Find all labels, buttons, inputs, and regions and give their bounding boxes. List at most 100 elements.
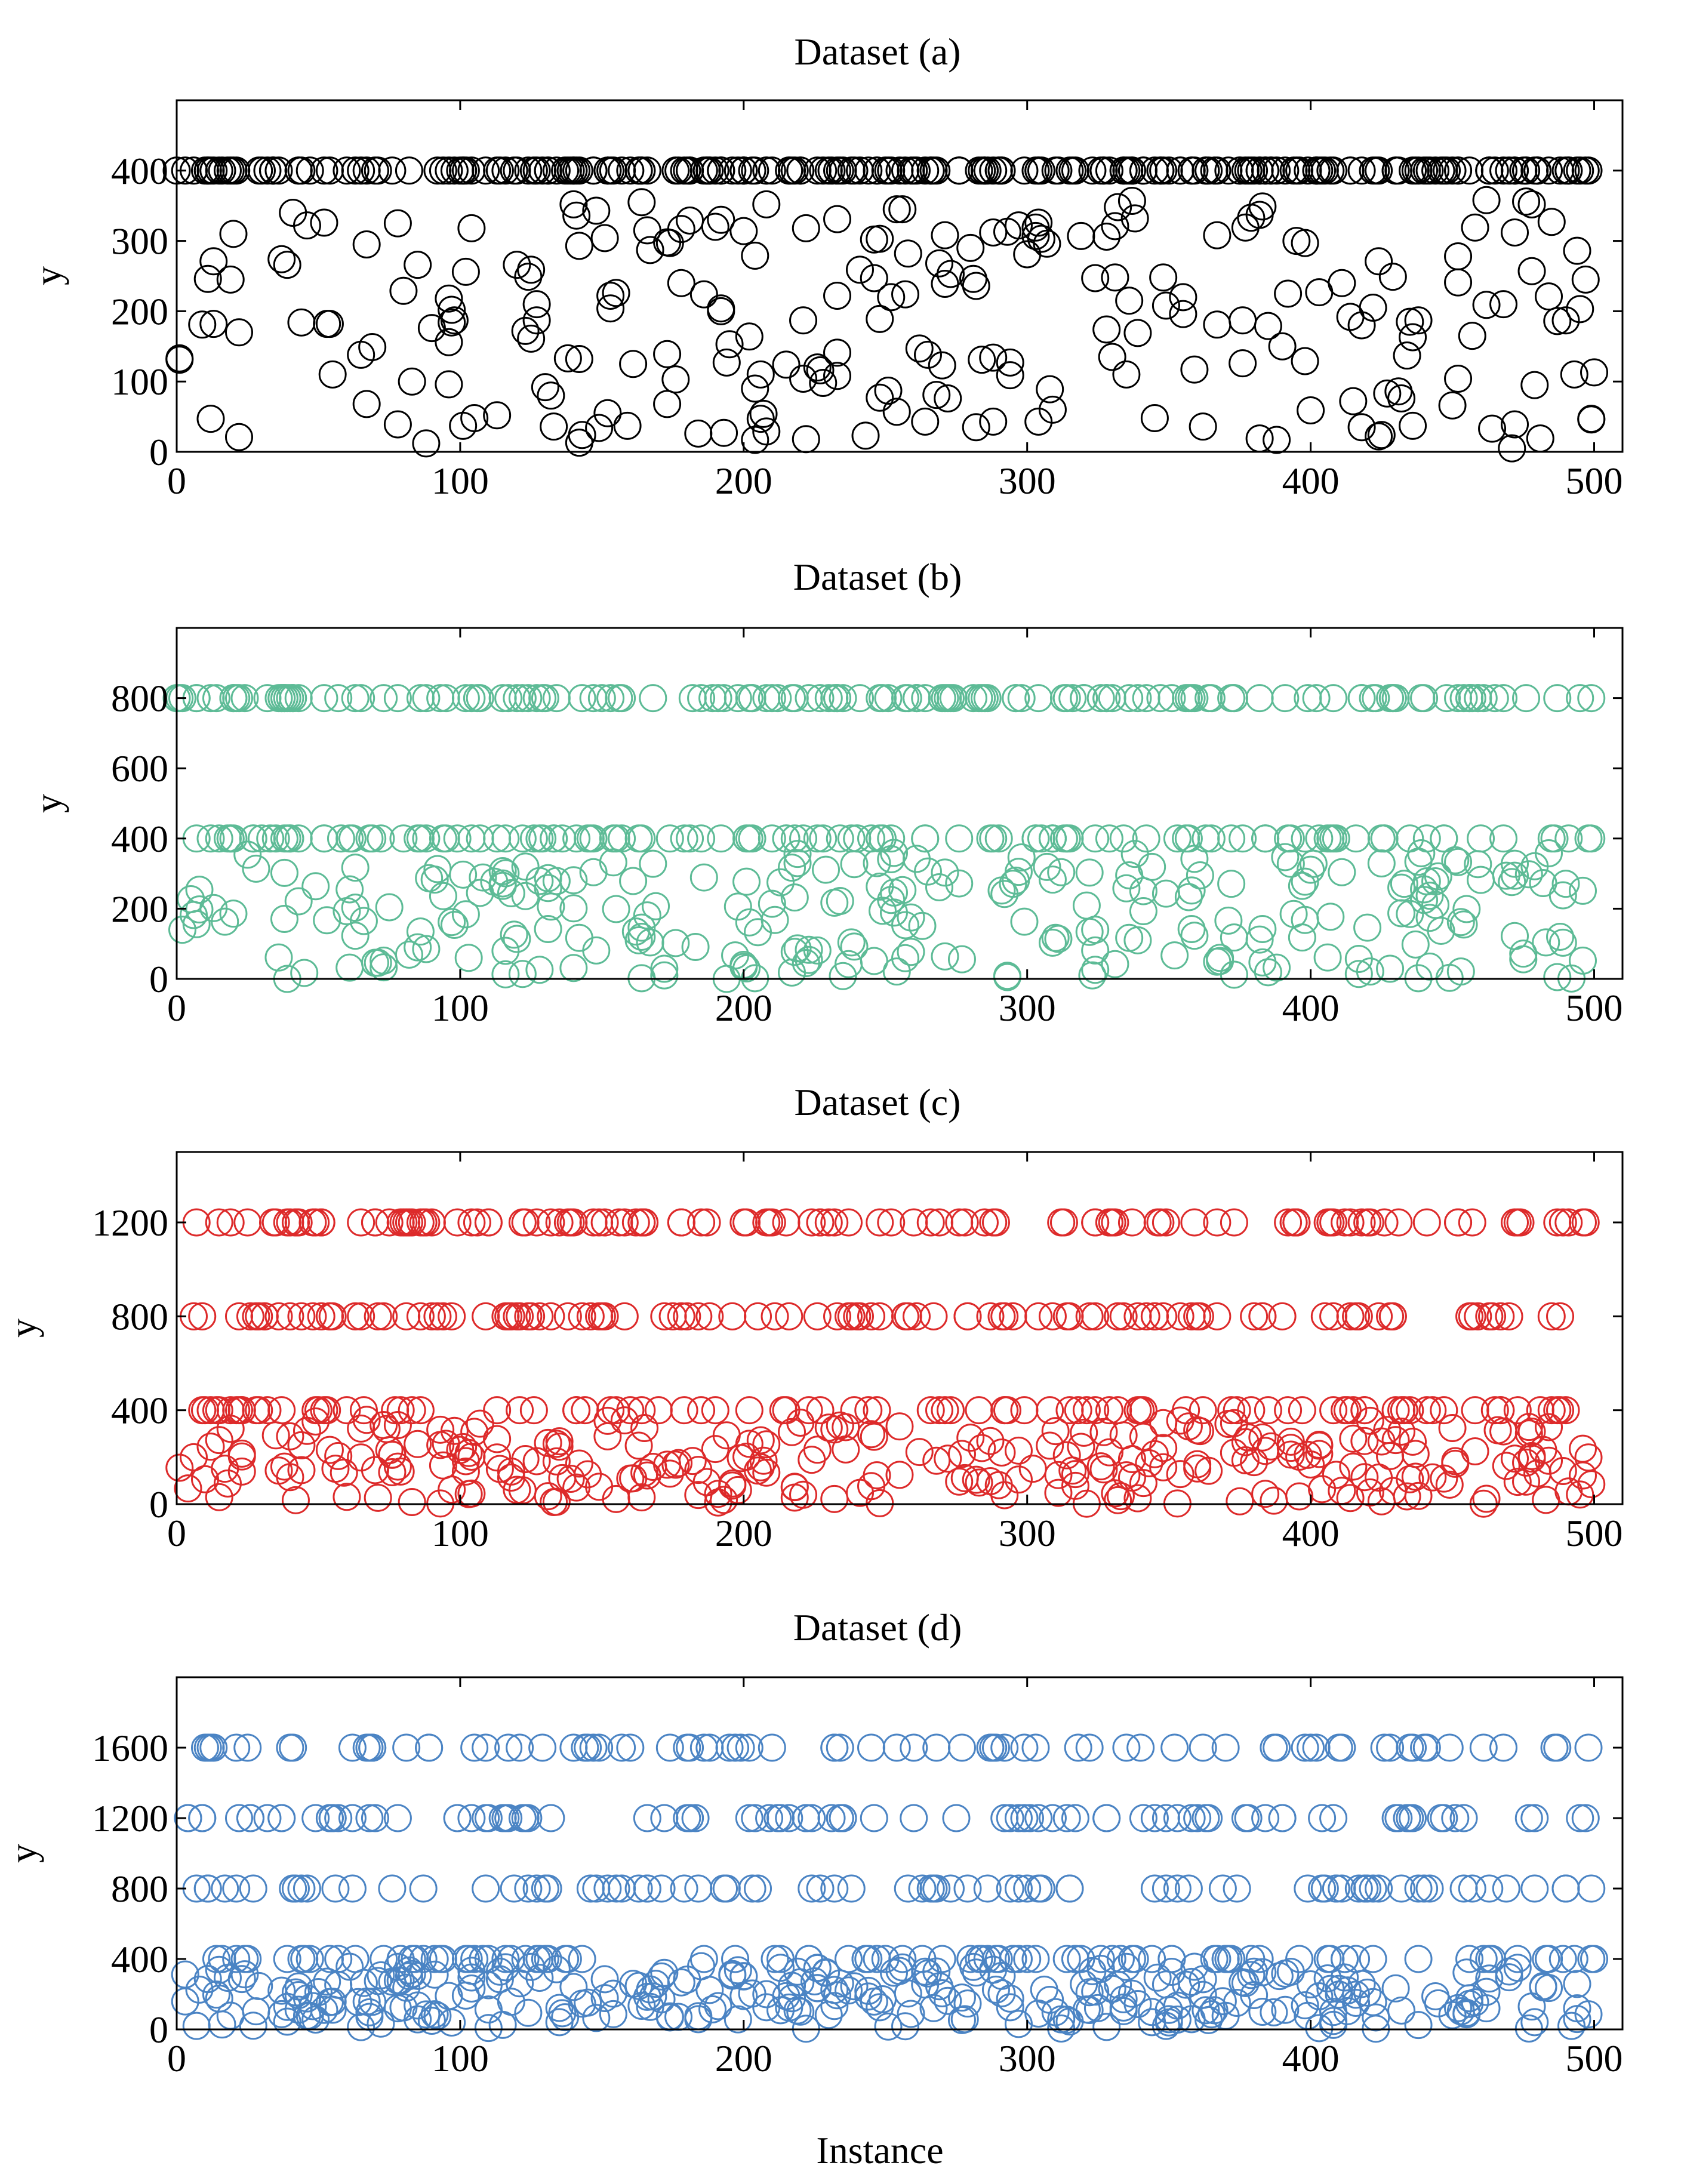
panel-c-point-591	[562, 1473, 591, 1502]
panel-c-point-277	[605, 1208, 633, 1237]
panel-a-point-175	[485, 156, 514, 185]
panel-c-point-261	[310, 1396, 338, 1425]
panel-b-point-83	[327, 824, 355, 853]
panel-a-point-494	[1365, 422, 1393, 451]
panel-d-point-152	[1319, 1804, 1348, 1832]
panel-c-point-603	[633, 1461, 661, 1490]
panel-c-point-197	[1537, 1302, 1566, 1330]
panel-d-point-509	[786, 1997, 815, 2026]
panel-c-point-453	[798, 1446, 826, 1474]
panel-a-point-418	[979, 218, 1008, 247]
panel-b-point-439	[534, 874, 562, 902]
panel-b-point-536	[370, 946, 398, 975]
panel-a-point-262	[559, 190, 588, 218]
panel-a-xtick-label: 0	[167, 460, 186, 502]
panel-d-point-554	[273, 1992, 301, 2021]
panel-d-point-550	[1387, 1996, 1416, 2025]
panel-c-point-207	[506, 1396, 534, 1425]
panel-b-point-349	[1288, 923, 1316, 952]
panel-a-point-414	[707, 297, 735, 325]
panel-a-point-303	[451, 257, 480, 286]
panel-a-point-496	[710, 418, 738, 447]
panel-d-point-633	[514, 1998, 543, 2027]
panel-b-point-73	[809, 824, 838, 853]
panel-a-point-497	[602, 279, 630, 307]
panel-b-point-113	[1316, 824, 1345, 853]
panel-b-point-348	[758, 889, 786, 918]
panel-d-point-640	[947, 1983, 976, 2012]
panel-c-point-216	[1279, 1208, 1308, 1237]
panel-d-point-606	[885, 1957, 914, 1985]
panel-a-point-417	[522, 290, 551, 319]
panel-c-point-133	[976, 1302, 1005, 1330]
panel-a-point-390	[1021, 213, 1050, 242]
panel-b-point-170	[795, 684, 823, 713]
panel-a-point-237	[1177, 156, 1206, 185]
panel-b-point-119	[412, 824, 441, 853]
panel-c-point-545	[593, 1406, 622, 1435]
panel-b-point-132	[1271, 684, 1300, 713]
panel-d-point-316	[472, 1874, 500, 1903]
panel-c-point-260	[202, 1396, 230, 1425]
panel-b-point-514	[1415, 882, 1444, 910]
panel-c-point-156	[1503, 1396, 1532, 1425]
panel-d-title: Dataset (d)	[793, 1606, 962, 1649]
panel-d-point-46	[494, 1733, 523, 1762]
panel-d-point-334	[710, 1874, 738, 1903]
panel-c-point-420	[398, 1487, 426, 1516]
panel-c-point-49	[1486, 1302, 1515, 1330]
panel-c-point-475	[1183, 1454, 1212, 1483]
panel-b-point-265	[463, 684, 491, 713]
panel-c-ytick-label: 1200	[92, 1202, 168, 1244]
panel-a-point-394	[729, 217, 758, 245]
panel-c-point-39	[429, 1302, 457, 1330]
panel-b-point-294	[1449, 910, 1478, 939]
panel-a-point-421	[537, 381, 565, 410]
panel-d-point-615	[548, 1999, 577, 2028]
panel-c-point-499	[803, 1436, 832, 1464]
panel-d-point-96	[1574, 1733, 1603, 1762]
panel-b-point-255	[826, 824, 854, 853]
panel-b-point-383	[1415, 904, 1444, 932]
panel-d-point-373	[820, 1992, 849, 2020]
panel-a-point-481	[540, 412, 568, 441]
panel-a-point-378	[772, 350, 801, 379]
panel-c-point-320	[1571, 1208, 1600, 1237]
panel-b-point-538	[840, 932, 869, 961]
panel-d-point-395	[1291, 1991, 1319, 2020]
panel-a-point-385	[1203, 310, 1231, 339]
panel-a-point-313	[1263, 426, 1291, 454]
panel-c-point-587	[324, 1441, 353, 1470]
panel-a-point-101	[457, 156, 486, 185]
panel-b-point-408	[639, 849, 667, 878]
panel-a-point-393	[925, 249, 953, 278]
panel-c-ytick-label: 400	[111, 1390, 168, 1432]
panel-c-ytick-label: 0	[149, 1483, 168, 1526]
panel-d-point-496	[599, 1979, 627, 2008]
panel-d-point-53	[276, 1733, 304, 1762]
panel-c-point-601	[1512, 1448, 1541, 1477]
panel-c-point-439	[213, 1469, 242, 1498]
panel-a-point-301	[531, 373, 559, 402]
panel-c-point-311	[1569, 1208, 1597, 1237]
panel-d-point-212	[415, 1733, 444, 1762]
panel-b-point-22	[1540, 824, 1569, 853]
panel-d-point-37	[900, 1733, 928, 1762]
panel-b-xtick-label: 500	[1566, 987, 1623, 1029]
panel-b-point-407	[469, 863, 497, 892]
panel-b-point-529	[264, 943, 293, 972]
panel-b-point-194	[1347, 684, 1376, 713]
panel-b-point-275	[1146, 684, 1175, 713]
panel-d-point-101	[1112, 1733, 1141, 1762]
panel-c-point-582	[1305, 1440, 1334, 1468]
panel-a-point-132	[1024, 156, 1053, 185]
panel-b-point-373	[627, 922, 656, 951]
panel-a-point-297	[435, 328, 463, 356]
panel-c-point-364	[174, 1474, 202, 1503]
panel-b-point-130	[1163, 824, 1192, 853]
panel-a-point-239	[593, 156, 622, 185]
panel-a-point-282	[1024, 208, 1053, 237]
panel-d-point-339	[224, 1804, 253, 1832]
panel-d-point-235	[1061, 1804, 1089, 1832]
panel-c-point-516	[1367, 1487, 1396, 1515]
